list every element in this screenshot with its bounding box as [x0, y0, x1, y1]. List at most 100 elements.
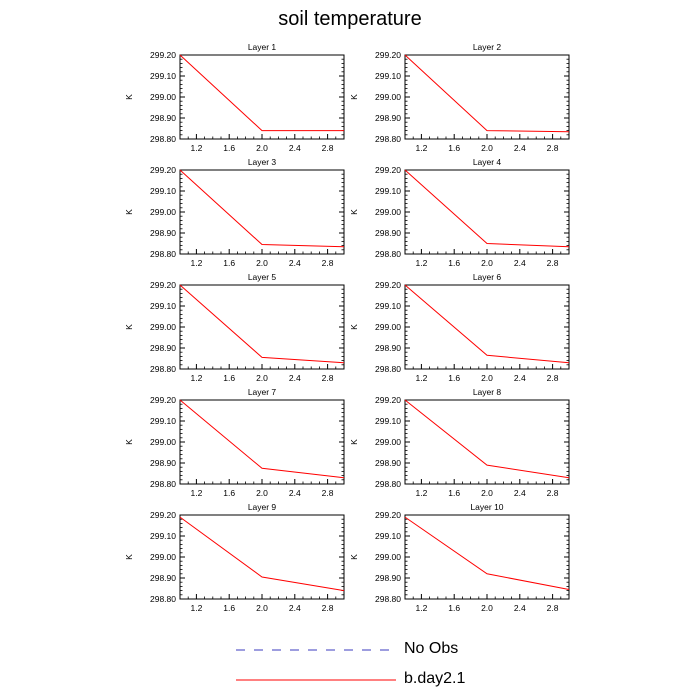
panel-9-y-axis-label: K — [124, 554, 134, 560]
panel-10-y-tick-label: 299.20 — [375, 510, 401, 520]
panel-10-title: Layer 10 — [470, 502, 503, 512]
panel-7-y-tick-label: 299.00 — [150, 437, 176, 447]
panel-3-y-tick-label: 299.20 — [150, 165, 176, 175]
panel-10-y-tick-label: 299.00 — [375, 552, 401, 562]
panel-5-y-tick-label: 299.00 — [150, 322, 176, 332]
panel-7-y-tick-label: 299.20 — [150, 395, 176, 405]
panel-10-series-line — [404, 516, 570, 590]
panel-10-y-tick-label: 299.10 — [375, 531, 401, 541]
panel-4-y-tick-label: 299.20 — [375, 165, 401, 175]
panel-9-x-tick-label: 1.6 — [223, 603, 235, 613]
panel-9-x-tick-label: 2.0 — [256, 603, 268, 613]
panel-2-series-line — [404, 54, 570, 133]
panel-6-y-tick-label: 299.10 — [375, 301, 401, 311]
panel-1-y-tick-label: 298.80 — [150, 134, 176, 144]
panel-7-x-tick-label: 1.2 — [190, 488, 202, 498]
legend-label-no-obs: No Obs — [404, 640, 459, 657]
panel-6-y-tick-label: 299.20 — [375, 280, 401, 290]
panel-1-title: Layer 1 — [248, 42, 277, 52]
panel-7-x-tick-label: 2.4 — [289, 488, 301, 498]
panel-10-x-tick-label: 1.2 — [415, 603, 427, 613]
panel-10-x-tick-label: 2.4 — [514, 603, 526, 613]
panel-10-x-tick-label: 1.6 — [448, 603, 460, 613]
panel-6-x-tick-label: 2.0 — [481, 373, 493, 383]
panel-4-title: Layer 4 — [473, 157, 502, 167]
panel-4-y-tick-label: 298.90 — [375, 228, 401, 238]
panel-4-x-tick-label: 2.4 — [514, 258, 526, 268]
panel-3-x-tick-label: 1.6 — [223, 258, 235, 268]
panel-7-x-tick-label: 1.6 — [223, 488, 235, 498]
panel-9-y-tick-label: 299.10 — [150, 531, 176, 541]
panel-6-y-tick-label: 299.00 — [375, 322, 401, 332]
panel-4-x-tick-label: 1.2 — [415, 258, 427, 268]
panel-5-x-tick-label: 1.2 — [190, 373, 202, 383]
panel-2-x-tick-label: 1.6 — [448, 143, 460, 153]
panel-2-x-tick-label: 1.2 — [415, 143, 427, 153]
panel-5-title: Layer 5 — [248, 272, 277, 282]
panel-2-x-tick-label: 2.8 — [547, 143, 559, 153]
panel-3-y-tick-label: 298.90 — [150, 228, 176, 238]
panel-5-y-tick-label: 299.20 — [150, 280, 176, 290]
panel-9-x-tick-label: 2.8 — [322, 603, 334, 613]
panel-8-y-tick-label: 299.20 — [375, 395, 401, 405]
panel-2-y-tick-label: 299.00 — [375, 92, 401, 102]
panel-1-x-tick-label: 2.0 — [256, 143, 268, 153]
panel-7-title: Layer 7 — [248, 387, 277, 397]
panel-4-x-tick-label: 2.8 — [547, 258, 559, 268]
panel-2-y-axis-label: K — [349, 94, 359, 100]
panel-8-y-axis-label: K — [349, 439, 359, 445]
panel-6-x-tick-label: 1.6 — [448, 373, 460, 383]
panel-7-x-tick-label: 2.8 — [322, 488, 334, 498]
panel-8-series-line — [404, 399, 570, 479]
panel-8-y-tick-label: 299.00 — [375, 437, 401, 447]
panel-8-x-tick-label: 1.2 — [415, 488, 427, 498]
panel-7-y-tick-label: 299.10 — [150, 416, 176, 426]
panel-8-y-tick-label: 298.80 — [375, 479, 401, 489]
panel-1-x-tick-label: 2.4 — [289, 143, 301, 153]
panel-1-series-line — [179, 54, 344, 132]
panel-5-x-tick-label: 2.8 — [322, 373, 334, 383]
panel-10-y-tick-label: 298.80 — [375, 594, 401, 604]
panel-5-y-tick-label: 299.10 — [150, 301, 176, 311]
panel-8-title: Layer 8 — [473, 387, 502, 397]
panel-2-x-tick-label: 2.4 — [514, 143, 526, 153]
panel-6-title: Layer 6 — [473, 272, 502, 282]
panel-2-y-tick-label: 299.10 — [375, 71, 401, 81]
panel-9-y-tick-label: 299.00 — [150, 552, 176, 562]
panel-1-y-tick-label: 299.20 — [150, 50, 176, 60]
panel-9-x-tick-label: 1.2 — [190, 603, 202, 613]
panel-3-series-line — [179, 169, 345, 248]
panel-4-x-tick-label: 1.6 — [448, 258, 460, 268]
panel-3-title: Layer 3 — [248, 157, 277, 167]
panel-1-x-tick-label: 2.8 — [322, 143, 334, 153]
panel-7-y-tick-label: 298.90 — [150, 458, 176, 468]
panel-5-x-tick-label: 2.4 — [289, 373, 301, 383]
panel-8-x-tick-label: 2.0 — [481, 488, 493, 498]
panel-3-x-tick-label: 2.0 — [256, 258, 268, 268]
panel-7-series-line — [179, 399, 345, 479]
panel-5-y-axis-label: K — [124, 324, 134, 330]
panel-4-y-axis-label: K — [349, 209, 359, 215]
panel-9-y-tick-label: 298.90 — [150, 573, 176, 583]
panel-3-y-tick-label: 298.80 — [150, 249, 176, 259]
panel-10-y-tick-label: 298.90 — [375, 573, 401, 583]
panel-2-title: Layer 2 — [473, 42, 502, 52]
panel-7-y-tick-label: 298.80 — [150, 479, 176, 489]
panel-9-y-tick-label: 299.20 — [150, 510, 176, 520]
panel-5-y-tick-label: 298.90 — [150, 343, 176, 353]
panel-4-series-line — [404, 169, 570, 248]
panel-4-y-tick-label: 299.00 — [375, 207, 401, 217]
panel-9-y-tick-label: 298.80 — [150, 594, 176, 604]
panel-1-y-axis-label: K — [124, 94, 134, 100]
panel-1-x-tick-label: 1.2 — [190, 143, 202, 153]
panel-3-y-tick-label: 299.00 — [150, 207, 176, 217]
panel-8-y-tick-label: 298.90 — [375, 458, 401, 468]
panel-4-y-tick-label: 299.10 — [375, 186, 401, 196]
panel-1-y-tick-label: 299.00 — [150, 92, 176, 102]
legend-label-b-day2-1: b.day2.1 — [404, 670, 466, 687]
panel-2-y-tick-label: 298.90 — [375, 113, 401, 123]
panel-6-y-axis-label: K — [349, 324, 359, 330]
panel-9-series-line — [179, 516, 345, 592]
